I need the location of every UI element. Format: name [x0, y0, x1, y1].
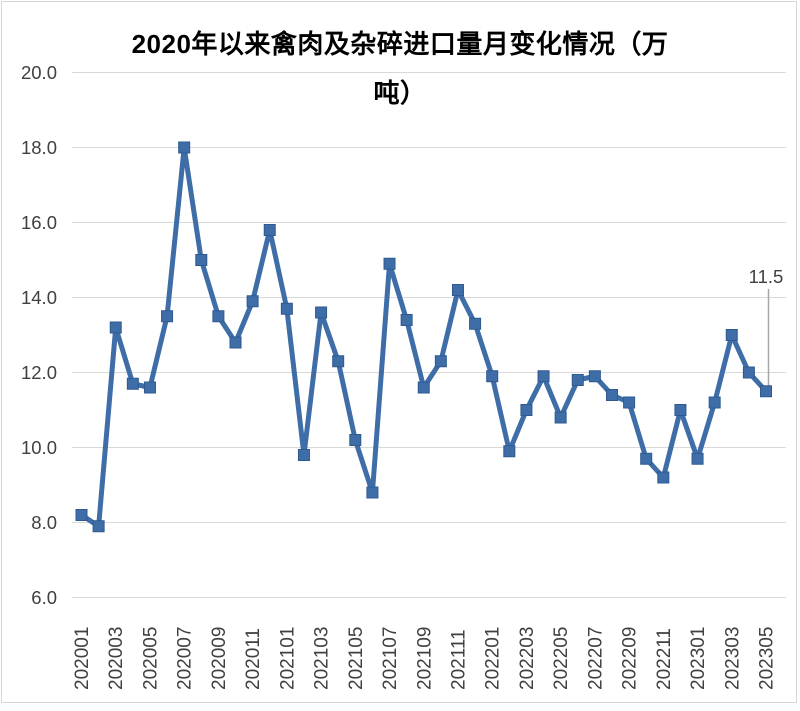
data-point-marker: [657, 471, 670, 484]
x-tick-label: 202305: [757, 627, 778, 690]
data-point-marker: [434, 355, 447, 368]
data-point-marker: [417, 381, 430, 394]
data-point-marker: [212, 310, 225, 323]
data-point-marker: [280, 302, 293, 315]
x-tick-label: 202301: [688, 627, 709, 690]
data-point-marker: [161, 310, 174, 323]
data-point-marker: [383, 257, 396, 270]
data-point-marker: [469, 317, 482, 330]
x-tick-label: 202205: [551, 627, 572, 690]
y-tick-label: 12.0: [21, 362, 57, 383]
x-tick-label: 202303: [722, 627, 743, 690]
x-tick-label: 202103: [312, 627, 333, 690]
data-point-marker: [246, 295, 259, 308]
data-point-marker: [605, 389, 618, 401]
series-polyline: [80, 145, 768, 529]
x-tick-label: 202111: [448, 629, 469, 690]
x-tick-label: 202211: [654, 628, 675, 690]
data-point-marker: [349, 434, 362, 446]
data-point-marker: [691, 452, 704, 465]
x-tick-label: 202209: [620, 627, 641, 690]
y-tick-label: 18.0: [21, 137, 57, 158]
data-point-marker: [126, 377, 139, 390]
x-tick-label: 202105: [346, 627, 367, 690]
data-point-marker: [263, 224, 276, 236]
x-tick-label: 202001: [72, 627, 93, 690]
data-point-marker: [109, 321, 122, 334]
data-point-marker: [229, 336, 242, 349]
y-tick-label: 16.0: [21, 212, 57, 233]
data-point-marker: [451, 284, 464, 296]
data-point-marker: [297, 449, 310, 461]
y-tick-label: 8.0: [31, 512, 57, 533]
data-point-marker: [588, 370, 601, 383]
data-point-marker: [760, 385, 772, 398]
data-point-marker: [75, 509, 88, 521]
data-point-marker: [486, 370, 499, 383]
data-point-marker: [623, 396, 636, 409]
data-point-marker: [178, 141, 191, 154]
y-tick-label: 6.0: [31, 587, 57, 608]
y-tick-label: 20.0: [21, 62, 57, 83]
data-point-marker: [143, 381, 156, 394]
x-tick-label: 202011: [243, 628, 264, 690]
data-point-marker: [725, 329, 738, 341]
x-tick-label: 202203: [517, 627, 538, 690]
x-tick-label: 202107: [380, 627, 401, 690]
x-tick-label: 202003: [106, 627, 127, 690]
x-tick-label: 202007: [175, 627, 196, 690]
data-point-marker: [708, 396, 721, 409]
data-point-marker: [520, 404, 533, 416]
data-point-marker: [315, 306, 328, 319]
data-point-marker: [742, 366, 755, 379]
data-point-marker: [400, 314, 413, 326]
x-tick-label: 202207: [585, 627, 606, 690]
data-point-marker: [195, 254, 208, 266]
data-point-marker: [571, 374, 584, 386]
x-tick-label: 202201: [483, 627, 504, 690]
x-tick-label: 202005: [140, 627, 161, 690]
y-tick-label: 10.0: [21, 437, 57, 458]
data-point-marker: [92, 520, 105, 533]
data-point-marker: [640, 452, 653, 465]
annotation-label: 11.5: [749, 266, 784, 287]
x-tick-label: 202009: [209, 627, 230, 690]
x-tick-label: 202101: [277, 627, 298, 690]
data-point-marker: [503, 445, 516, 458]
y-tick-label: 14.0: [21, 287, 57, 308]
data-point-marker: [674, 404, 687, 416]
x-tick-label: 202109: [414, 627, 435, 690]
data-point-marker: [366, 486, 379, 499]
data-point-marker: [332, 355, 345, 368]
data-point-marker: [537, 370, 550, 383]
data-point-marker: [554, 411, 567, 424]
